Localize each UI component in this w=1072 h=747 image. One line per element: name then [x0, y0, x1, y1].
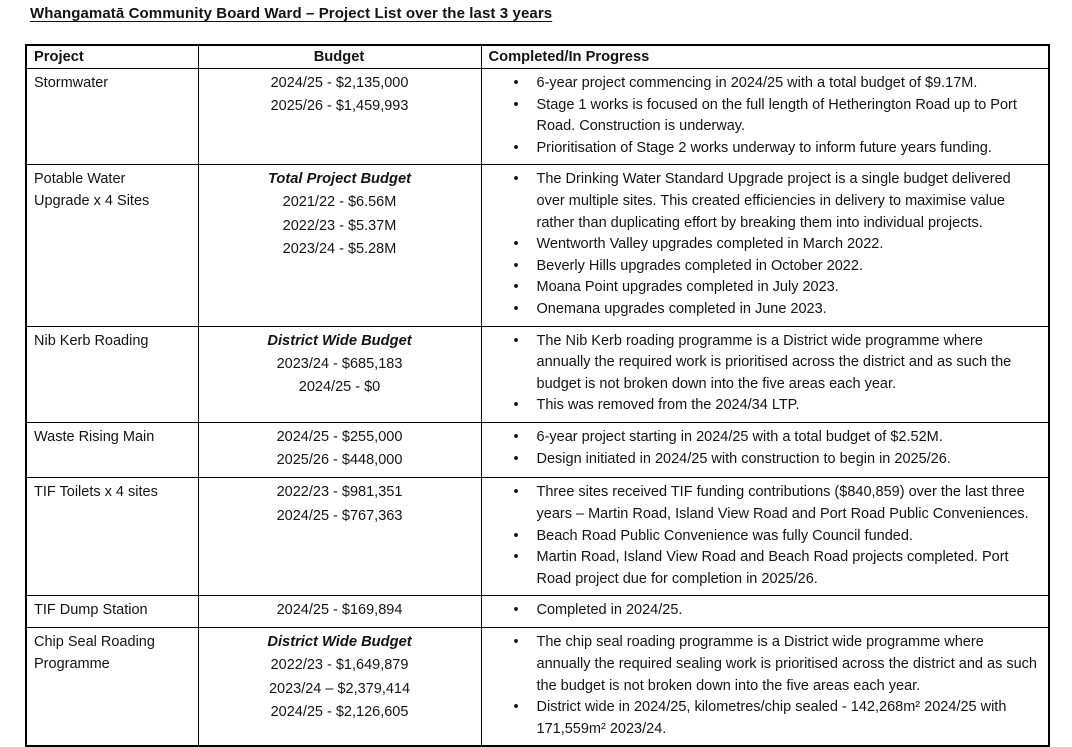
budget-line: 2023/24 - $5.28M	[282, 240, 397, 257]
progress-cell: 6-year project starting in 2024/25 with …	[480, 421, 1050, 479]
progress-cell: The Nib Kerb roading programme is a Dist…	[480, 325, 1050, 423]
table-row: Chip Seal Roading Programme District Wide…	[25, 627, 1050, 747]
table-row: TIF Dump Station 2024/25 - $169,894 Comple…	[25, 595, 1050, 629]
bullet-item: 6-year project starting in 2024/25 with …	[514, 427, 1041, 449]
budget-cell: Total Project Budget 2021/22 - $6.56M 2022…	[197, 164, 482, 327]
bullet-item: Three sites received TIF funding contrib…	[514, 482, 1041, 525]
budget-heading: District Wide Budget	[267, 634, 412, 651]
budget-line: 2024/25 - $169,894	[276, 602, 403, 619]
bullet-item: Moana Point upgrades completed in July 2…	[514, 277, 1041, 299]
header-project: Project	[25, 44, 199, 69]
header-row: Project Budget Completed/In Progress	[25, 44, 1050, 69]
progress-cell: Three sites received TIF funding contrib…	[480, 477, 1050, 597]
bullet-item: Prioritisation of Stage 2 works underway…	[514, 138, 1041, 160]
bullet-item: The Nib Kerb roading programme is a Dist…	[514, 331, 1041, 396]
bullet-item: 6-year project commencing in 2024/25 wit…	[514, 73, 1041, 95]
budget-line: 2024/25 - $255,000	[276, 428, 403, 445]
bullet-list: The Drinking Water Standard Upgrade proj…	[482, 169, 1041, 320]
bullet-item: Wentworth Valley upgrades completed in M…	[514, 234, 1041, 256]
budget-line: 2022/23 - $1,649,879	[270, 657, 409, 674]
budget-heading: District Wide Budget	[267, 332, 412, 349]
budget-line: 2024/25 - $767,363	[276, 507, 403, 524]
budget-cell: District Wide Budget 2022/23 - $1,649,879…	[197, 627, 482, 747]
project-name-cell: Nib Kerb Roading	[25, 325, 199, 423]
table-row: Nib Kerb Roading District Wide Budget 2023…	[25, 325, 1050, 423]
progress-cell: The chip seal roading programme is a Dis…	[480, 627, 1050, 747]
bullet-item: Design initiated in 2024/25 with constru…	[514, 449, 1041, 471]
bullet-item: The chip seal roading programme is a Dis…	[514, 632, 1041, 697]
bullet-item: Completed in 2024/25.	[514, 600, 1041, 622]
project-name-cell: Potable Water Upgrade x 4 Sites	[25, 164, 199, 327]
bullet-list: The Nib Kerb roading programme is a Dist…	[482, 331, 1041, 417]
budget-line: 2023/24 – $2,379,414	[268, 680, 411, 697]
budget-line: 2025/26 - $448,000	[276, 452, 403, 469]
page-title: Whangamatā Community Board Ward – Projec…	[30, 5, 553, 22]
project-name-cell: Chip Seal Roading Programme	[25, 627, 199, 747]
table-row: Potable Water Upgrade x 4 Sites Total Pro…	[25, 164, 1050, 327]
table-row: Stormwater 2024/25 - $2,135,000 2025/26 - …	[25, 67, 1050, 166]
budget-line: 2025/26 - $1,459,993	[270, 98, 409, 115]
budget-heading: Total Project Budget	[267, 171, 412, 188]
bullet-item: Onemana upgrades completed in June 2023.	[514, 299, 1041, 321]
budget-cell: 2022/23 - $981,351 2024/25 - $767,363	[197, 477, 482, 597]
bullet-item: Beach Road Public Convenience was fully …	[514, 526, 1041, 548]
progress-cell: The Drinking Water Standard Upgrade proj…	[480, 164, 1050, 327]
budget-cell: District Wide Budget 2023/24 - $685,183 20…	[197, 325, 482, 423]
project-name-cell: TIF Toilets x 4 sites	[25, 477, 199, 597]
project-name-cell: TIF Dump Station	[25, 595, 199, 629]
bullet-list: 6-year project commencing in 2024/25 wit…	[482, 73, 1041, 159]
budget-line: 2024/25 - $2,135,000	[270, 75, 409, 91]
table-row: TIF Toilets x 4 sites 2022/23 - $981,351 2…	[25, 477, 1050, 597]
budget-line: 2021/22 - $6.56M	[282, 194, 397, 211]
bullet-list: Three sites received TIF funding contrib…	[482, 482, 1041, 590]
bullet-list: The chip seal roading programme is a Dis…	[482, 632, 1041, 740]
bullet-item: District wide in 2024/25, kilometres/chi…	[514, 697, 1041, 740]
budget-cell: 2024/25 - $169,894	[197, 595, 482, 629]
table-body: Stormwater 2024/25 - $2,135,000 2025/26 - …	[25, 67, 1050, 747]
budget-line: 2024/25 - $0	[298, 378, 381, 395]
project-list-table: Project Budget Completed/In Progress Sto…	[25, 44, 1050, 747]
bullet-item: This was removed from the 2024/34 LTP.	[514, 395, 1041, 417]
budget-cell: 2024/25 - $255,000 2025/26 - $448,000	[197, 421, 482, 479]
budget-line: 2022/23 - $5.37M	[282, 217, 397, 234]
bullet-item: Martin Road, Island View Road and Beach …	[514, 547, 1041, 590]
project-name-cell: Waste Rising Main	[25, 421, 199, 479]
header-budget: Budget	[197, 44, 482, 69]
budget-cell: 2024/25 - $2,135,000 2025/26 - $1,459,993	[197, 67, 482, 166]
header-completed-in-progress: Completed/In Progress	[480, 44, 1050, 69]
bullet-item: Stage 1 works is focused on the full len…	[514, 95, 1041, 138]
table-row: Waste Rising Main 2024/25 - $255,000 2025/…	[25, 421, 1050, 479]
budget-line: 2024/25 - $2,126,605	[270, 703, 409, 720]
budget-line: 2022/23 - $981,351	[276, 484, 403, 501]
budget-line: 2023/24 - $685,183	[276, 355, 403, 372]
bullet-list: 6-year project starting in 2024/25 with …	[482, 427, 1041, 470]
bullet-item: Beverly Hills upgrades completed in Octo…	[514, 256, 1041, 278]
progress-cell: 6-year project commencing in 2024/25 wit…	[480, 67, 1050, 166]
progress-cell: Completed in 2024/25.	[480, 595, 1050, 629]
bullet-list: Completed in 2024/25.	[482, 600, 1041, 622]
table-header: Project Budget Completed/In Progress	[25, 44, 1050, 69]
project-name-cell: Stormwater	[25, 67, 199, 166]
bullet-item: The Drinking Water Standard Upgrade proj…	[514, 169, 1041, 234]
